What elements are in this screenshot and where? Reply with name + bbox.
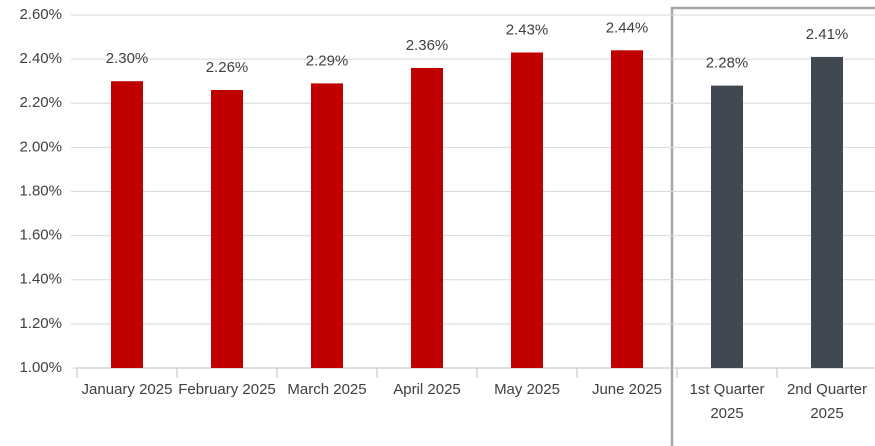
highlight-box [670, 6, 875, 446]
bar [211, 90, 243, 368]
data-label: 2.43% [506, 21, 549, 38]
y-tick-label: 1.60% [19, 227, 62, 244]
bar [311, 83, 343, 369]
data-label: 2.36% [406, 37, 449, 54]
y-tick-label: 1.40% [19, 271, 62, 288]
x-tick-label: 1st Quarter 2025 [689, 381, 765, 422]
data-label: 2.29% [306, 52, 349, 69]
data-label: 2.44% [606, 19, 649, 36]
bar [811, 56, 843, 368]
bar [611, 50, 643, 369]
x-tick-label: February 2025 [178, 381, 276, 398]
x-tick-label: April 2025 [393, 381, 461, 398]
data-label: 2.28% [706, 55, 749, 72]
x-tick-label: March 2025 [287, 381, 367, 398]
data-label: 2.26% [206, 59, 249, 76]
data-label: 2.30% [106, 50, 149, 67]
x-tick-label: June 2025 [591, 381, 663, 398]
y-tick-label: 2.40% [19, 50, 62, 67]
y-tick-label: 1.80% [19, 182, 62, 199]
x-tick-label: January 2025 [81, 381, 173, 398]
y-tick-label: 1.00% [19, 359, 62, 376]
bar [711, 85, 743, 368]
x-tick-label: 2nd Quarter 2025 [786, 381, 868, 422]
bar [411, 67, 443, 368]
x-tick-label: May 2025 [494, 381, 560, 398]
y-tick-label: 1.20% [19, 315, 62, 332]
bar [111, 81, 143, 368]
y-tick-label: 2.00% [19, 138, 62, 155]
bar [511, 52, 543, 368]
data-label: 2.41% [806, 26, 849, 43]
y-tick-label: 2.20% [19, 94, 62, 111]
y-tick-label: 2.60% [19, 6, 62, 23]
